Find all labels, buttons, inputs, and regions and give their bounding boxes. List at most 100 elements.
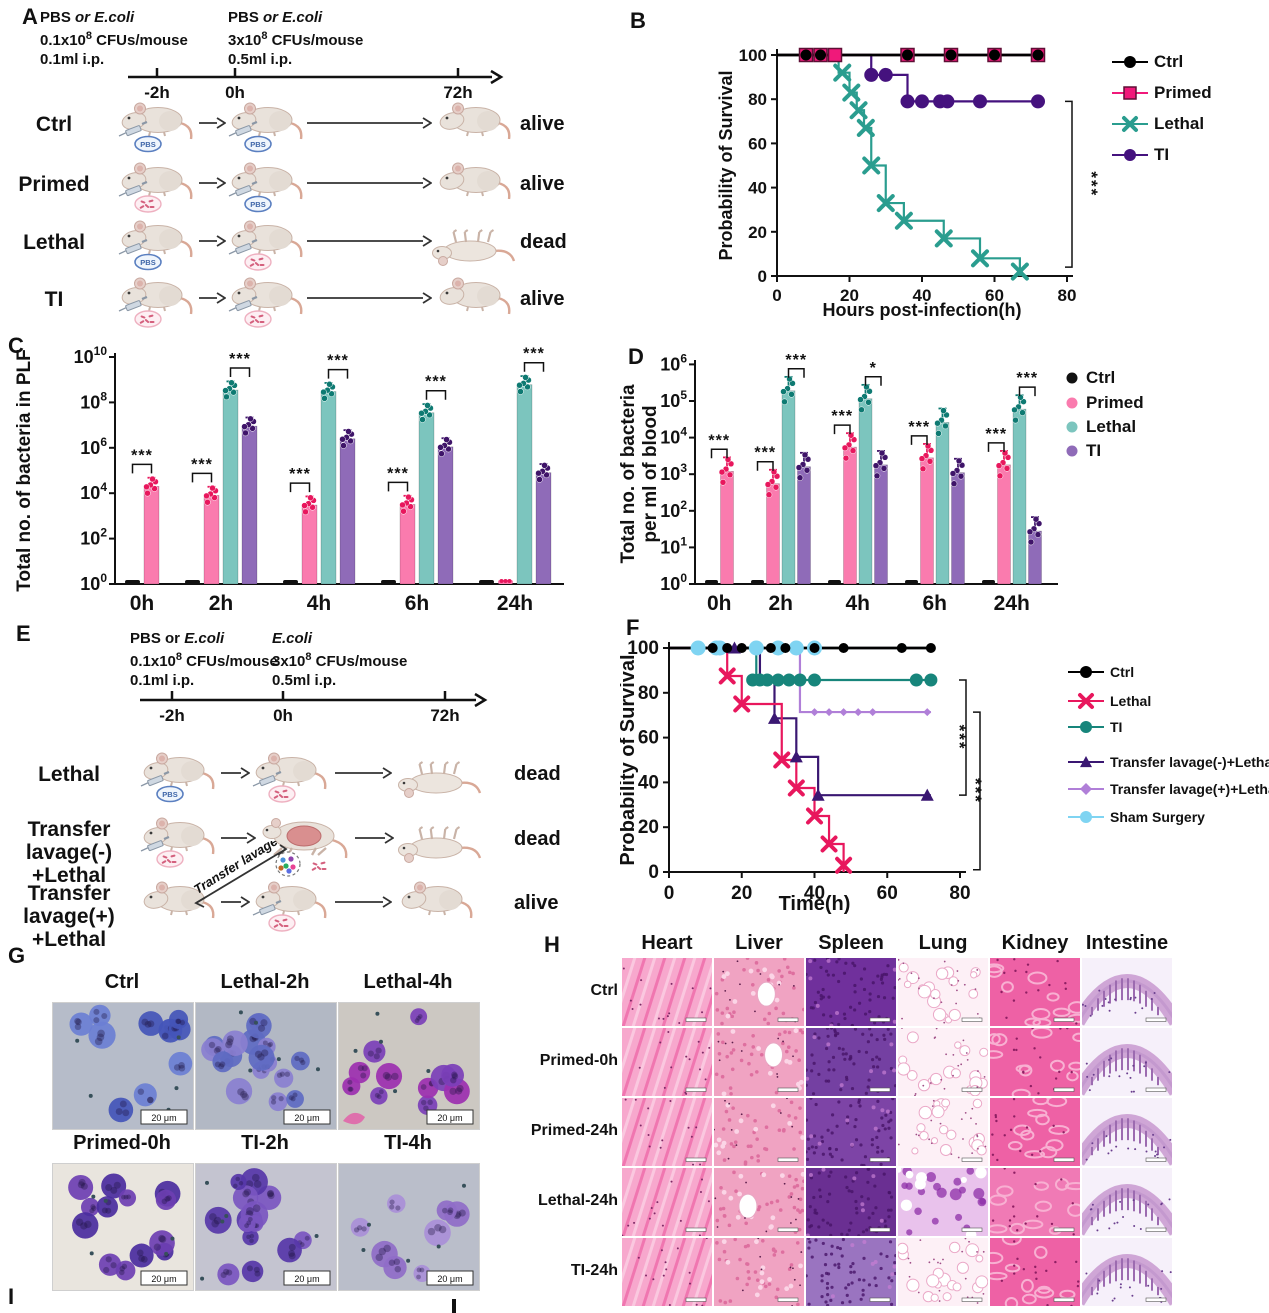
timeline-axis: -2h 0h 72h — [128, 68, 504, 102]
outcome-label: alive — [520, 173, 565, 195]
legend-label: Lethal — [1110, 693, 1152, 709]
histology-tile-primed-0h-spleen — [804, 1026, 898, 1096]
svg-text:101: 101 — [660, 534, 687, 557]
cytology-image: 20 μm — [338, 1002, 480, 1130]
legend-marker-icon — [1112, 56, 1148, 68]
mouse-outcome — [436, 155, 514, 218]
cytology-art: 20 μm — [196, 1003, 336, 1129]
histology-tile-ctrl-liver — [714, 956, 806, 1026]
histology-tile-primed-24h-liver — [713, 1097, 806, 1166]
legend-marker-icon — [1068, 721, 1104, 733]
svg-text:Time(h): Time(h) — [779, 893, 851, 915]
cytology-image: 20 μm — [52, 1002, 194, 1130]
mouse-injection-1 — [140, 810, 218, 873]
dose-line-italic: or E.coli — [75, 9, 135, 26]
mouse-icon: PBS — [118, 220, 193, 271]
panel-b-label: B — [630, 8, 646, 33]
histology-art — [895, 1166, 988, 1241]
histology-tile-lethal-24h-heart — [610, 1163, 738, 1241]
svg-text:100: 100 — [627, 638, 659, 659]
group-label-ti: TI — [44, 288, 64, 311]
arrow-icon — [198, 234, 227, 253]
panel-i-fragment — [452, 1299, 456, 1313]
panel-a-dose-left: PBS or E.coli 0.1x108 CFUs/mouse 0.1ml i… — [40, 9, 188, 68]
svg-text:***: *** — [966, 778, 985, 804]
histology-tile-primed-24h-intestine — [1071, 1098, 1183, 1166]
legend-marker-icon — [1068, 811, 1104, 823]
svg-text:PBS: PBS — [250, 140, 265, 149]
legend-marker-icon — [1112, 86, 1148, 100]
legend-marker-icon — [1068, 693, 1104, 709]
legend-item-lethal: Lethal — [1064, 417, 1136, 437]
mouse-injection-2: PBS — [228, 95, 306, 158]
svg-text:6h: 6h — [405, 592, 430, 615]
mouse-icon: PBS — [140, 752, 215, 803]
panel-b: B 0 20 40 60 80 100 0 20 40 60 80 Hours post-infect… — [620, 0, 1269, 332]
svg-text:Total no. of bacteria in PLF: Total no. of bacteria in PLF — [14, 349, 35, 591]
mouse-icon — [228, 277, 303, 328]
svg-text:80: 80 — [638, 683, 659, 704]
outcome-label: alive — [520, 113, 565, 135]
svg-text:40: 40 — [748, 179, 767, 198]
histology-art — [610, 953, 738, 1031]
arrow-icon — [306, 291, 433, 310]
legend-label: Ctrl — [1110, 664, 1135, 680]
histology-tile-lethal-24h-lung — [895, 1166, 988, 1241]
svg-text:***: *** — [191, 456, 213, 473]
histology-art — [982, 1231, 1080, 1311]
histology-tile-primed-0h-lung — [896, 1027, 989, 1097]
panel-c-label: C — [8, 333, 24, 358]
svg-text:40: 40 — [638, 772, 659, 793]
mouse-icon — [140, 817, 215, 868]
svg-text:24h: 24h — [994, 592, 1030, 615]
svg-text:2h: 2h — [209, 592, 234, 615]
histology-art — [610, 1163, 738, 1241]
svg-text:0: 0 — [664, 883, 675, 904]
svg-text:60: 60 — [877, 883, 898, 904]
bar-chart-c: 100 102 104 106 108 1010 Total no. of bacteria… — [0, 332, 620, 623]
svg-text:102: 102 — [660, 498, 687, 521]
svg-text:PBS: PBS — [162, 790, 177, 799]
svg-text:20 μm: 20 μm — [437, 1274, 462, 1284]
bar-chart-d: 100 101 102 103 104 105 106 Total no. of bacter… — [618, 332, 1269, 623]
legend-label: TI — [1110, 719, 1123, 735]
bar-plot: 100 101 102 103 104 105 106 Total no. of bacter… — [618, 351, 1058, 615]
histology-tile-primed-24h-heart — [610, 1093, 738, 1171]
histology-art — [1071, 1238, 1183, 1306]
legend-item-primed: Primed — [1112, 83, 1212, 103]
mouse-injection-2 — [228, 270, 306, 333]
mouse-outcome — [436, 270, 514, 333]
legend-item-lethal: Lethal — [1068, 692, 1151, 710]
survival-chart-f: 0 20 40 60 80 100 0 20 40 60 80 Time(h) Probability … — [617, 615, 1269, 940]
mouse-icon — [228, 220, 303, 271]
mouse-injection-1: PBS — [140, 745, 218, 808]
histology-art — [610, 1233, 738, 1311]
histology-tile-ctrl-kidney — [983, 958, 1088, 1028]
svg-text:72h: 72h — [430, 706, 459, 725]
svg-text:0h: 0h — [707, 592, 732, 615]
condition-label-ctrl: Ctrl — [590, 982, 618, 999]
mouse-injection-1 — [118, 155, 196, 218]
histology-art — [990, 1094, 1080, 1166]
arrow-icon — [198, 116, 227, 135]
panel-f: F 0 20 40 60 80 100 0 20 40 60 80 Time(h) Probabilit… — [617, 615, 1269, 935]
mouse-outcome — [396, 753, 482, 808]
arrow-icon — [355, 832, 395, 844]
histology-art — [1071, 1098, 1183, 1166]
svg-text:-2h: -2h — [159, 706, 185, 725]
group-label-ctrl: Ctrl — [35, 113, 73, 136]
mouse-icon — [439, 162, 511, 200]
svg-text:100: 100 — [80, 571, 107, 594]
mouse-injection-2 — [252, 745, 330, 808]
svg-text:***: *** — [327, 353, 349, 370]
legend-item-sham-surgery: Sham Surgery — [1068, 808, 1205, 826]
svg-text:20 μm: 20 μm — [437, 1113, 462, 1123]
histology-art — [983, 958, 1088, 1028]
legend-item-ti: TI — [1068, 718, 1122, 736]
histology-art — [1071, 958, 1183, 1026]
svg-text:100: 100 — [660, 571, 687, 594]
svg-text:***: *** — [289, 466, 311, 483]
arrow-icon — [307, 117, 433, 129]
legend-item-transfer-lavage-lethal: Transfer lavage(+)+Lethal — [1068, 780, 1269, 798]
cytology-image: 20 μm — [195, 1002, 337, 1130]
